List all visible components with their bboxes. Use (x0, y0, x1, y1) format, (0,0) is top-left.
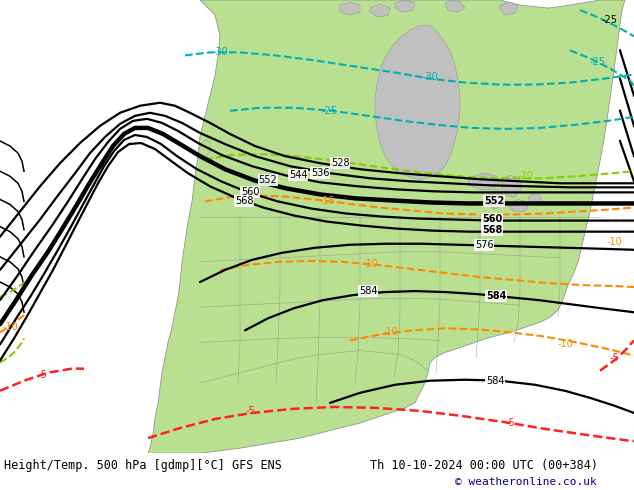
Text: -10: -10 (362, 259, 378, 269)
Text: 584: 584 (359, 286, 377, 296)
Text: -10: -10 (557, 340, 573, 349)
Text: -20: -20 (517, 172, 533, 181)
Polygon shape (340, 2, 360, 15)
Polygon shape (510, 199, 528, 212)
Text: -25: -25 (602, 15, 618, 25)
Polygon shape (395, 0, 415, 12)
Text: 536: 536 (311, 168, 329, 178)
Text: -10: -10 (606, 237, 622, 247)
Text: 552: 552 (259, 175, 278, 185)
Text: 552: 552 (484, 196, 504, 206)
Text: -10: -10 (2, 322, 18, 332)
Text: © weatheronline.co.uk: © weatheronline.co.uk (455, 477, 597, 487)
Text: 568: 568 (235, 196, 253, 206)
Text: Th 10-10-2024 00:00 UTC (00+384): Th 10-10-2024 00:00 UTC (00+384) (370, 459, 598, 472)
Text: -30: -30 (422, 72, 438, 81)
Text: -5: -5 (37, 369, 47, 380)
Text: -5: -5 (609, 353, 619, 363)
Text: -10: -10 (382, 327, 398, 338)
Text: 584: 584 (486, 291, 506, 301)
Polygon shape (375, 25, 460, 179)
Polygon shape (148, 0, 625, 453)
Text: 560: 560 (241, 187, 259, 197)
Text: 576: 576 (475, 240, 493, 250)
Text: -25: -25 (590, 57, 606, 68)
Text: -15: -15 (319, 196, 335, 206)
Polygon shape (445, 0, 465, 12)
Polygon shape (198, 139, 210, 157)
Text: 528: 528 (331, 158, 349, 168)
Text: 568: 568 (482, 224, 502, 235)
Polygon shape (490, 189, 502, 210)
Text: Height/Temp. 500 hPa [gdmp][°C] GFS ENS: Height/Temp. 500 hPa [gdmp][°C] GFS ENS (4, 459, 282, 472)
Text: -5: -5 (505, 418, 515, 428)
Text: 544: 544 (288, 170, 307, 180)
Polygon shape (370, 4, 390, 17)
Polygon shape (502, 175, 522, 197)
Polygon shape (468, 173, 500, 189)
Text: 560: 560 (482, 214, 502, 223)
Text: -5: -5 (245, 406, 255, 416)
Text: -30: -30 (212, 48, 228, 57)
Polygon shape (500, 2, 518, 15)
Text: 584: 584 (486, 376, 504, 386)
Polygon shape (528, 194, 542, 205)
Text: -25: -25 (322, 106, 338, 116)
